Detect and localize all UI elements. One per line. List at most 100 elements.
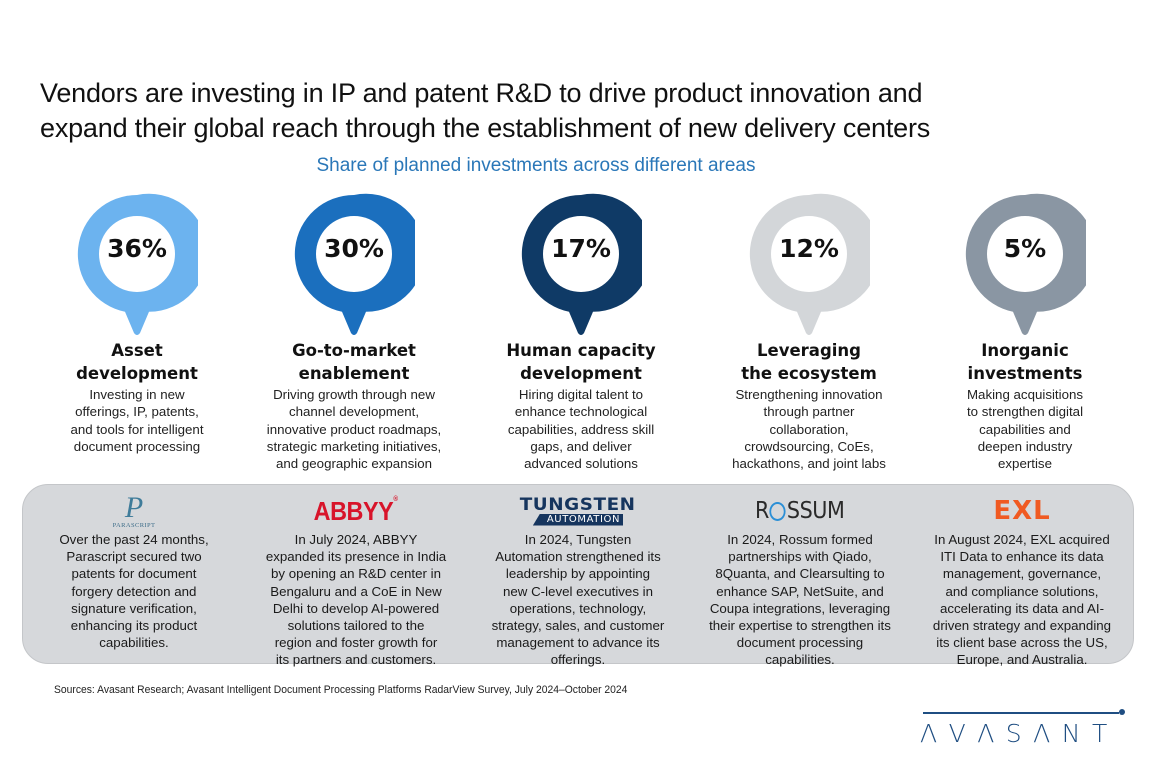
area-description: Making acquisitions to strengthen digital… <box>916 386 1134 472</box>
rossum-wordmark-a: R <box>755 498 770 524</box>
area-title-line: the ecosystem <box>741 364 877 383</box>
text-line: Automation strengthened its <box>495 549 661 565</box>
area-title-line: Leveraging <box>757 341 861 360</box>
pin-inner-circle <box>99 216 175 292</box>
text-line: Driving growth through new <box>273 387 435 402</box>
text-line: driven strategy and expanding <box>932 618 1112 634</box>
chart-subtitle: Share of planned investments across diff… <box>316 155 756 176</box>
area-asset-development: 36% Asset development Investing in new off… <box>28 193 246 455</box>
text-line: enhance technological <box>514 404 648 420</box>
text-line: by opening an R&D center in <box>270 566 441 582</box>
investment-areas: 36% Asset development Investing in new off… <box>28 193 1138 473</box>
pin-shape <box>749 193 870 335</box>
text-line: enhancing its product <box>70 618 198 634</box>
text-line: 8Quanta, and Clearsulting to <box>715 566 885 582</box>
text-line: deepen industry <box>977 438 1073 454</box>
text-line: and tools for intelligent <box>70 421 204 437</box>
registered-mark: ® <box>393 495 399 503</box>
text-line: hackathons, and joint labs <box>732 456 886 472</box>
text-line: Strengthening innovation <box>735 387 883 402</box>
area-description: Driving growth through new channel develo… <box>245 386 463 472</box>
title-line-1: Vendors are investing in IP and patent R… <box>40 78 923 108</box>
area-title: Leveraging the ecosystem <box>700 339 918 385</box>
title-line-2: expand their global reach through the es… <box>40 113 931 143</box>
pin-shape <box>521 193 642 335</box>
exl-wordmark: EXL <box>993 496 1051 526</box>
vendor-description: In 2024, Rossum formed partnerships with … <box>689 531 911 669</box>
text-line: and geographic expansion <box>276 456 432 472</box>
area-title: Asset development <box>28 339 246 385</box>
text-line: enhance SAP, NetSuite, and <box>716 583 884 599</box>
rossum-wordmark-b: SSUM <box>787 498 845 524</box>
map-pin-icon: 17% <box>520 193 642 339</box>
text-line: partnerships with Qiado, <box>728 549 872 565</box>
rossum-o-ring-icon <box>770 501 787 521</box>
tungsten-wordmark: TUNGSTEN <box>520 494 636 515</box>
map-pin-icon: 36% <box>76 193 198 339</box>
parascript-p-glyph: P <box>124 490 144 524</box>
area-title: Go-to-market enablement <box>245 339 463 385</box>
area-percent: 17% <box>551 234 611 263</box>
text-line: Bengaluru and a CoE in New <box>270 583 442 599</box>
area-title-line: investments <box>967 364 1083 383</box>
vendor-highlights-panel: P PARASCRIPT Over the past 24 months, Para… <box>22 484 1134 667</box>
text-line: its partners and customers. <box>275 652 437 668</box>
text-line: capabilities. <box>765 652 835 668</box>
sources-note: Sources: Avasant Research; Avasant Intel… <box>54 684 628 696</box>
text-line: operations, technology, <box>509 600 647 616</box>
vendor-card-abbyy: ABBYY® In July 2024, ABBYY expanded its p… <box>245 485 467 669</box>
area-title-line: Asset <box>111 341 163 360</box>
text-line: Parascript secured two <box>66 549 202 565</box>
area-ecosystem: 12% Leveraging the ecosystem Strengthenin… <box>700 193 918 472</box>
parascript-logo: P PARASCRIPT <box>23 485 245 531</box>
text-line: Over the past 24 months, <box>59 532 209 547</box>
map-pin-icon: 30% <box>293 193 415 339</box>
text-line: In August 2024, EXL acquired <box>934 532 1110 547</box>
text-line: Making acquisitions <box>966 387 1084 402</box>
text-line: and compliance solutions, <box>945 583 1099 599</box>
text-line: document processing <box>73 438 201 454</box>
exl-logo: EXL <box>911 485 1133 531</box>
parascript-wordmark: PARASCRIPT <box>112 521 156 529</box>
pin-shape <box>77 193 198 335</box>
area-title-line: Human capacity <box>506 341 656 360</box>
vendor-description: Over the past 24 months, Parascript secur… <box>23 531 245 651</box>
page-title: Vendors are investing in IP and patent R… <box>40 76 1120 146</box>
brand-dot <box>1119 709 1125 715</box>
area-percent: 5% <box>1003 234 1047 263</box>
text-line: innovative product roadmaps, <box>266 421 442 437</box>
brand-line <box>923 712 1119 714</box>
text-line: patents for document <box>71 566 197 582</box>
text-line: signature verification, <box>71 600 197 616</box>
automation-wordmark: AUTOMATION <box>532 513 624 526</box>
area-title-line: Inorganic <box>981 341 1069 360</box>
text-line: gaps, and deliver <box>530 438 632 454</box>
vendor-card-parascript: P PARASCRIPT Over the past 24 months, Para… <box>23 485 245 651</box>
text-line: document processing <box>736 635 864 651</box>
text-line: strategy, sales, and customer <box>491 618 665 634</box>
pin-shape <box>965 193 1086 335</box>
text-line: to strengthen digital <box>966 404 1084 420</box>
tungsten-automation-logo: TUNGSTEN AUTOMATION <box>467 485 689 531</box>
vendor-card-rossum: R SSUM In 2024, Rossum formed partnerships… <box>689 485 911 669</box>
text-line: expanded its presence in India <box>265 549 447 565</box>
vendor-description: In 2024, Tungsten Automation strengthened… <box>467 531 689 669</box>
text-line: strategic marketing initiatives, <box>266 438 442 454</box>
text-line: Coupa integrations, leveraging <box>709 600 891 616</box>
text-line: capabilities. <box>99 635 169 651</box>
area-percent: 36% <box>107 234 167 263</box>
avasant-logo: ΛVΛSΛNT <box>920 706 1132 754</box>
pin-inner-circle <box>987 216 1063 292</box>
text-line: offerings. <box>550 652 606 668</box>
rossum-logo: R SSUM <box>689 485 911 531</box>
area-description: Strengthening innovation through partner c… <box>700 386 918 472</box>
vendor-description: In July 2024, ABBYY expanded its presence… <box>245 531 467 669</box>
text-line: its client base across the US, <box>936 635 1108 651</box>
area-title: Inorganic investments <box>916 339 1134 385</box>
area-description: Investing in new offerings, IP, patents, a… <box>28 386 246 455</box>
abbyy-wordmark: ABBYY <box>314 495 394 526</box>
text-line: Investing in new <box>89 387 185 402</box>
text-line: management, governance, <box>942 566 1102 582</box>
text-line: In 2024, Tungsten <box>524 532 632 547</box>
area-inorganic: 5% Inorganic investments Making acquisiti… <box>916 193 1134 472</box>
